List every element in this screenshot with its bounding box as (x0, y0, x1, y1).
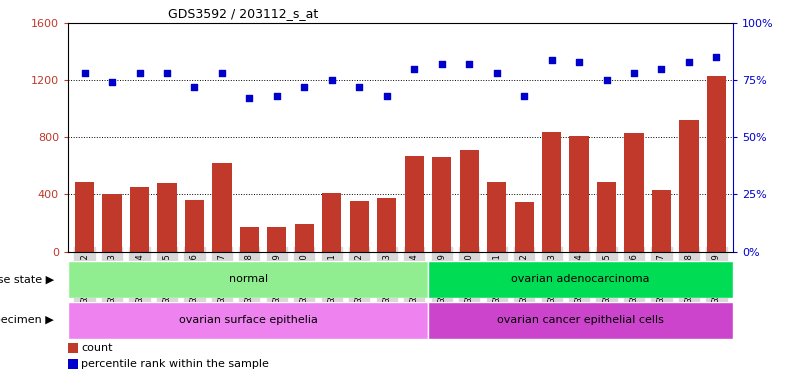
Bar (542, 132, 562, 252)
Point (573, 59, 586, 65)
Bar (625, 133, 644, 252)
Point (490, 70, 503, 76)
Bar (432, 157, 451, 252)
Point (160, 70, 173, 76)
Point (271, 93, 284, 99)
Bar (322, 193, 341, 252)
Bar (212, 163, 231, 252)
Text: count: count (81, 343, 112, 353)
Bar (130, 187, 149, 252)
Bar (103, 194, 122, 252)
Bar (597, 182, 616, 252)
Bar (295, 224, 314, 252)
Point (243, 95, 256, 101)
Point (353, 84, 366, 90)
Bar (75, 182, 95, 252)
Text: ovarian surface epithelia: ovarian surface epithelia (179, 315, 317, 326)
Bar (268, 227, 287, 252)
Bar (679, 120, 698, 252)
Bar (460, 150, 479, 252)
Point (325, 77, 338, 83)
Bar (570, 136, 589, 252)
Text: GDS3592 / 203112_s_at: GDS3592 / 203112_s_at (168, 7, 318, 20)
Bar (239, 227, 259, 252)
Bar (68, 302, 429, 339)
Bar (514, 202, 533, 252)
Bar (377, 198, 396, 252)
Point (628, 70, 641, 76)
Point (435, 61, 448, 67)
Bar (68, 261, 429, 298)
Point (655, 66, 668, 72)
Point (106, 79, 119, 86)
Point (380, 93, 393, 99)
Bar (350, 201, 369, 252)
Point (78, 70, 91, 76)
Point (600, 77, 613, 83)
Text: disease state ▶: disease state ▶ (0, 274, 54, 285)
Bar (429, 302, 733, 339)
Point (133, 70, 146, 76)
Point (517, 93, 530, 99)
Text: ovarian adenocarcinoma: ovarian adenocarcinoma (511, 274, 650, 285)
Point (710, 54, 723, 60)
Bar (429, 261, 733, 298)
Text: specimen ▶: specimen ▶ (0, 315, 54, 326)
Bar (157, 183, 176, 252)
Bar (487, 182, 506, 252)
Text: ovarian cancer epithelial cells: ovarian cancer epithelial cells (497, 315, 664, 326)
Point (545, 56, 558, 63)
Bar (185, 200, 204, 252)
Text: percentile rank within the sample: percentile rank within the sample (81, 359, 269, 369)
Point (682, 59, 695, 65)
Point (188, 84, 201, 90)
Point (215, 70, 228, 76)
Bar (405, 156, 424, 252)
Bar (706, 76, 726, 252)
Point (463, 61, 476, 67)
Bar (652, 190, 671, 252)
Text: normal: normal (228, 274, 268, 285)
Point (298, 84, 311, 90)
Point (408, 66, 421, 72)
